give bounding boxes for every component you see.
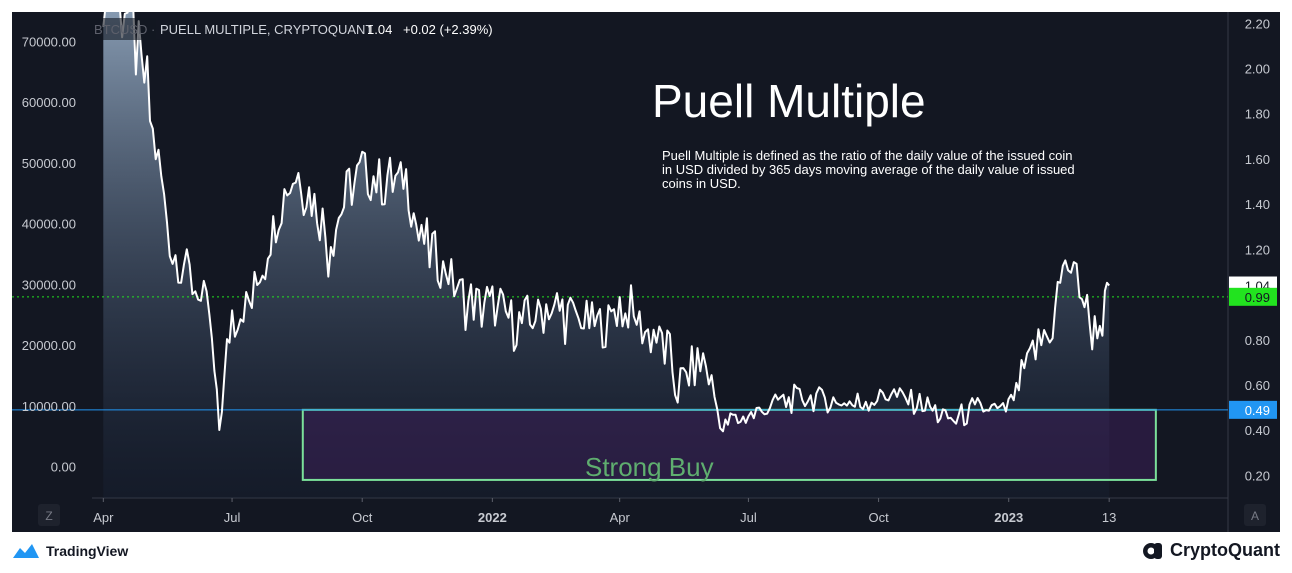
right-axis-tick: 2.00 — [1245, 62, 1270, 77]
right-axis-tick: 0.80 — [1245, 333, 1270, 348]
header-change: +0.02 (+2.39%) — [403, 22, 493, 37]
x-axis-tick: 2022 — [478, 510, 507, 525]
left-axis-tick: 0.00 — [51, 460, 76, 475]
left-axis-tick: 30000.00 — [22, 277, 76, 292]
tradingview-label: TradingView — [46, 543, 129, 559]
left-axis-tick: 50000.00 — [22, 156, 76, 171]
price-marker-label: 0.99 — [1245, 290, 1270, 305]
right-axis-tick: 0.40 — [1245, 423, 1270, 438]
cryptoquant-logo[interactable]: CryptoQuant — [1142, 540, 1280, 561]
x-axis-tick: Apr — [610, 510, 631, 525]
left-axis-tick: 70000.00 — [22, 34, 76, 49]
left-axis-tick: 60000.00 — [22, 95, 76, 110]
strong-buy-label: Strong Buy — [585, 452, 714, 482]
x-axis-tick: Oct — [868, 510, 889, 525]
right-axis-tick: 1.60 — [1245, 152, 1270, 167]
tradingview-icon — [13, 544, 39, 558]
x-axis-tick: Oct — [352, 510, 373, 525]
x-axis-tick: 2023 — [994, 510, 1023, 525]
scale-z-button[interactable] — [38, 504, 60, 526]
tradingview-logo[interactable]: TradingView — [12, 542, 128, 560]
cryptoquant-icon — [1143, 542, 1162, 559]
header-value: 1.04 — [367, 22, 392, 37]
header-indicator: PUELL MULTIPLE, CRYPTOQUANT — [160, 22, 373, 37]
x-axis-tick: Jul — [740, 510, 757, 525]
annotation-description-line: Puell Multiple is defined as the ratio o… — [662, 148, 1072, 163]
annotation-description-line: coins in USD. — [662, 176, 741, 191]
x-axis-tick: Jul — [224, 510, 241, 525]
right-axis-tick: 1.20 — [1245, 242, 1270, 257]
left-axis-tick: 20000.00 — [22, 338, 76, 353]
right-axis-tick: 1.80 — [1245, 107, 1270, 122]
right-axis-tick: 2.20 — [1245, 16, 1270, 31]
series-area — [103, 12, 1110, 498]
puell-multiple-line[interactable] — [102, 12, 1110, 433]
left-axis-tick: 40000.00 — [22, 217, 76, 232]
price-marker-099 — [1229, 287, 1277, 306]
chart-panel[interactable]: Strong Buy 70000.00 60000.00 50000.00 40000.… — [12, 12, 1280, 532]
scale-z-label: Z — [45, 509, 52, 523]
annotation-description-line: in USD divided by 365 days moving averag… — [662, 162, 1075, 177]
auto-scale-label: A — [1251, 509, 1259, 523]
left-axis-tick: 10000.00 — [22, 399, 76, 414]
right-axis-tick: 1.40 — [1245, 197, 1270, 212]
auto-scale-button[interactable] — [1244, 504, 1266, 526]
cryptoquant-label: CryptoQuant — [1170, 540, 1280, 560]
puell-multiple-chart[interactable]: Strong Buy 70000.00 60000.00 50000.00 40000.… — [12, 12, 1280, 532]
footer-bar: TradingView CryptoQuant — [12, 538, 1280, 568]
x-axis-tick: 13 — [1102, 510, 1116, 525]
price-marker-049 — [1229, 400, 1277, 419]
right-axis-tick: 0.20 — [1245, 468, 1270, 483]
header-symbol-bg — [90, 18, 160, 40]
x-axis-tick: Apr — [93, 510, 114, 525]
right-axis-tick: 0.60 — [1245, 378, 1270, 393]
header-bg — [156, 17, 506, 39]
annotation-title: Puell Multiple — [652, 75, 926, 127]
price-marker-label: 0.49 — [1245, 403, 1270, 418]
